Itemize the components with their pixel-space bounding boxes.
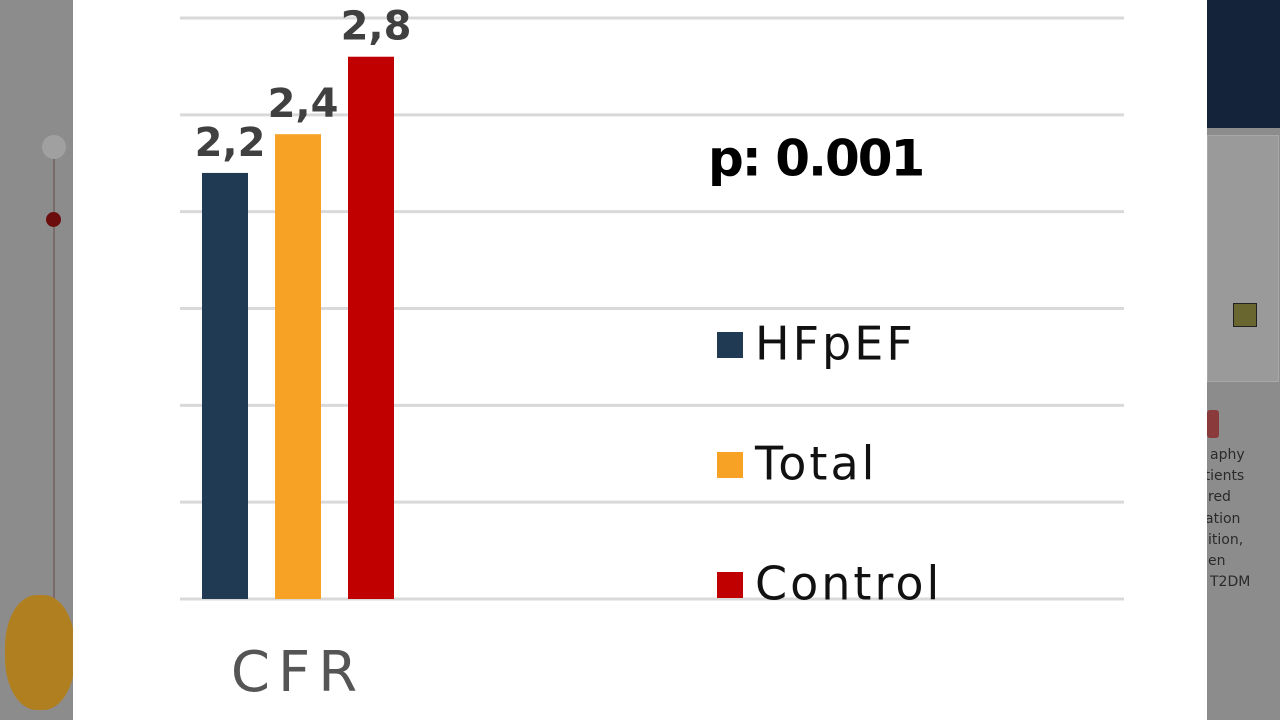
- legend-swatch: [717, 332, 743, 358]
- legend-label: HFpEF: [755, 317, 916, 371]
- x-tick-label: CFR: [231, 640, 365, 705]
- legend-label: Control: [755, 557, 942, 611]
- heart-image: [5, 595, 75, 710]
- bg-text: ation: [1205, 511, 1241, 527]
- bar: [348, 56, 394, 599]
- annotation: p: 0.001: [708, 130, 923, 188]
- data-label: 2,8: [341, 4, 412, 50]
- data-label: 2,2: [195, 120, 266, 166]
- legend-label: Total: [754, 437, 877, 491]
- timeline-dot: [46, 212, 61, 227]
- bar: [275, 134, 321, 599]
- bg-text: aphy: [1210, 447, 1245, 463]
- red-button[interactable]: [1207, 410, 1219, 438]
- box-plot-icon: [1233, 303, 1257, 327]
- side-panel: [1207, 135, 1279, 382]
- side-panel-header: [1207, 0, 1280, 128]
- bg-text: T2DM: [1210, 574, 1251, 590]
- bg-text: red: [1208, 489, 1231, 505]
- bar: [202, 172, 248, 599]
- bg-text: atients: [1196, 468, 1245, 484]
- timeline-dot: [42, 135, 66, 159]
- bg-text: ition,: [1208, 532, 1244, 548]
- bg-text: en: [1208, 553, 1226, 569]
- data-label: 2,4: [268, 81, 339, 127]
- legend-swatch: [717, 572, 743, 598]
- timeline-line: [53, 140, 55, 600]
- legend-swatch: [717, 452, 743, 478]
